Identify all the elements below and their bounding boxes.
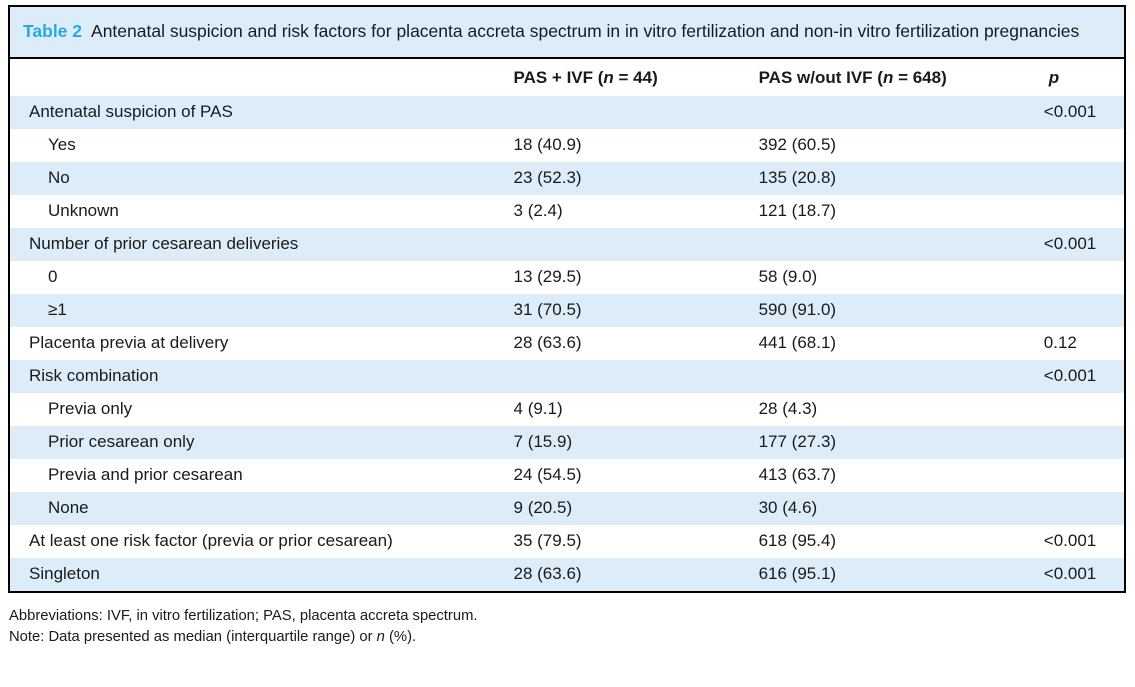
header-pas-no-ivf: PAS w/out IVF (n = 648)	[758, 59, 1044, 96]
value-p: <0.001	[1043, 102, 1097, 121]
value-pas-ivf: 35 (79.5)	[513, 531, 582, 550]
value-p	[1044, 195, 1124, 228]
table-row: ≥1 31 (70.5) 590 (91.0)	[10, 294, 1124, 327]
value-pas-ivf	[514, 228, 759, 261]
value-pas-ivf: 31 (70.5)	[513, 300, 582, 319]
value-pas-no-ivf: 121 (18.7)	[758, 201, 837, 220]
value-pas-no-ivf: 30 (4.6)	[758, 498, 818, 517]
value-pas-ivf: 4 (9.1)	[513, 399, 563, 418]
table-caption: Table 2 Antenatal suspicion and risk fact…	[10, 7, 1124, 59]
value-pas-no-ivf: 413 (63.7)	[758, 465, 837, 484]
value-pas-ivf: 28 (63.6)	[513, 333, 582, 352]
row-label: Previa only	[48, 399, 133, 418]
row-label: At least one risk factor (previa or prio…	[29, 531, 393, 550]
value-p	[1044, 492, 1124, 525]
row-label: No	[48, 168, 70, 187]
row-label: Placenta previa at delivery	[29, 333, 229, 352]
table-row: Risk combination <0.001	[10, 360, 1124, 393]
header-row: PAS + IVF (n = 44) PAS w/out IVF (n = 64…	[10, 59, 1124, 96]
value-pas-no-ivf	[759, 360, 1044, 393]
row-label: ≥1	[48, 300, 67, 319]
row-label: Number of prior cesarean deliveries	[29, 234, 299, 253]
value-pas-no-ivf: 441 (68.1)	[758, 333, 837, 352]
value-pas-ivf	[514, 360, 759, 393]
value-pas-no-ivf: 618 (95.4)	[758, 531, 837, 550]
row-label: Previa and prior cesarean	[48, 465, 243, 484]
value-pas-ivf: 23 (52.3)	[513, 168, 582, 187]
table-row: Prior cesarean only 7 (15.9) 177 (27.3)	[10, 426, 1124, 459]
header-pas-ivf: PAS + IVF (n = 44)	[513, 59, 759, 96]
table-row: None 9 (20.5) 30 (4.6)	[10, 492, 1124, 525]
value-p	[1044, 261, 1124, 294]
table-2-frame: Table 2 Antenatal suspicion and risk fact…	[8, 5, 1126, 593]
value-pas-no-ivf	[759, 228, 1044, 261]
value-pas-no-ivf: 28 (4.3)	[758, 399, 818, 418]
value-p	[1044, 294, 1124, 327]
value-pas-ivf: 3 (2.4)	[513, 201, 563, 220]
value-pas-ivf: 18 (40.9)	[513, 135, 582, 154]
table-number: Table 2	[23, 21, 83, 41]
row-label: Prior cesarean only	[48, 432, 195, 451]
row-label: Yes	[48, 135, 76, 154]
value-pas-no-ivf: 616 (95.1)	[758, 564, 837, 583]
value-p: <0.001	[1043, 234, 1097, 253]
header-empty	[10, 59, 514, 96]
value-p	[1044, 162, 1124, 195]
table-body: Antenatal suspicion of PAS <0.001 Yes 18 (4…	[10, 96, 1124, 591]
value-p: 0.12	[1043, 333, 1077, 352]
value-p: <0.001	[1043, 531, 1097, 550]
table-row: 0 13 (29.5) 58 (9.0)	[10, 261, 1124, 294]
value-p: <0.001	[1043, 366, 1097, 385]
table-row: At least one risk factor (previa or prio…	[10, 525, 1124, 558]
value-p	[1044, 426, 1124, 459]
page: Table 2 Antenatal suspicion and risk fact…	[8, 5, 1126, 648]
row-label: Unknown	[48, 201, 119, 220]
row-label: 0	[48, 267, 58, 286]
row-label: None	[48, 498, 89, 517]
value-p	[1044, 459, 1124, 492]
data-presentation-note: Note: Data presented as median (interqua…	[9, 629, 417, 645]
value-p	[1044, 393, 1124, 426]
row-label: Antenatal suspicion of PAS	[29, 102, 233, 121]
table-row: Unknown 3 (2.4) 121 (18.7)	[10, 195, 1124, 228]
value-pas-no-ivf	[759, 96, 1044, 129]
value-pas-ivf: 7 (15.9)	[513, 432, 573, 451]
value-pas-no-ivf: 392 (60.5)	[758, 135, 837, 154]
row-label: Risk combination	[29, 366, 159, 385]
value-pas-no-ivf: 177 (27.3)	[758, 432, 837, 451]
table-title-text: Antenatal suspicion and risk factors for…	[91, 21, 1080, 41]
table-row: No 23 (52.3) 135 (20.8)	[10, 162, 1124, 195]
table-header: PAS + IVF (n = 44) PAS w/out IVF (n = 64…	[10, 59, 1124, 96]
value-p: <0.001	[1043, 564, 1097, 583]
value-pas-ivf: 9 (20.5)	[513, 498, 573, 517]
table-row: Previa and prior cesarean 24 (54.5) 413 (6…	[10, 459, 1124, 492]
value-pas-no-ivf: 135 (20.8)	[758, 168, 837, 187]
value-pas-ivf: 24 (54.5)	[513, 465, 582, 484]
table-row: Yes 18 (40.9) 392 (60.5)	[10, 129, 1124, 162]
header-p-value: p	[1043, 59, 1124, 96]
value-pas-ivf	[514, 96, 759, 129]
table-row: Number of prior cesarean deliveries <0.00…	[10, 228, 1124, 261]
value-pas-ivf: 13 (29.5)	[513, 267, 582, 286]
table-row: Antenatal suspicion of PAS <0.001	[10, 96, 1124, 129]
table-row: Placenta previa at delivery 28 (63.6) 441 …	[10, 327, 1124, 360]
value-pas-ivf: 28 (63.6)	[513, 564, 582, 583]
value-pas-no-ivf: 58 (9.0)	[758, 267, 818, 286]
abbreviations-note: Abbreviations: IVF, in vitro fertilizati…	[9, 608, 478, 624]
data-table: PAS + IVF (n = 44) PAS w/out IVF (n = 64…	[10, 59, 1124, 591]
table-row: Singleton 28 (63.6) 616 (95.1) <0.001	[10, 558, 1124, 591]
table-footnotes: Abbreviations: IVF, in vitro fertilizati…	[8, 593, 1126, 648]
value-p	[1044, 129, 1124, 162]
value-pas-no-ivf: 590 (91.0)	[758, 300, 837, 319]
row-label: Singleton	[29, 564, 100, 583]
table-row: Previa only 4 (9.1) 28 (4.3)	[10, 393, 1124, 426]
